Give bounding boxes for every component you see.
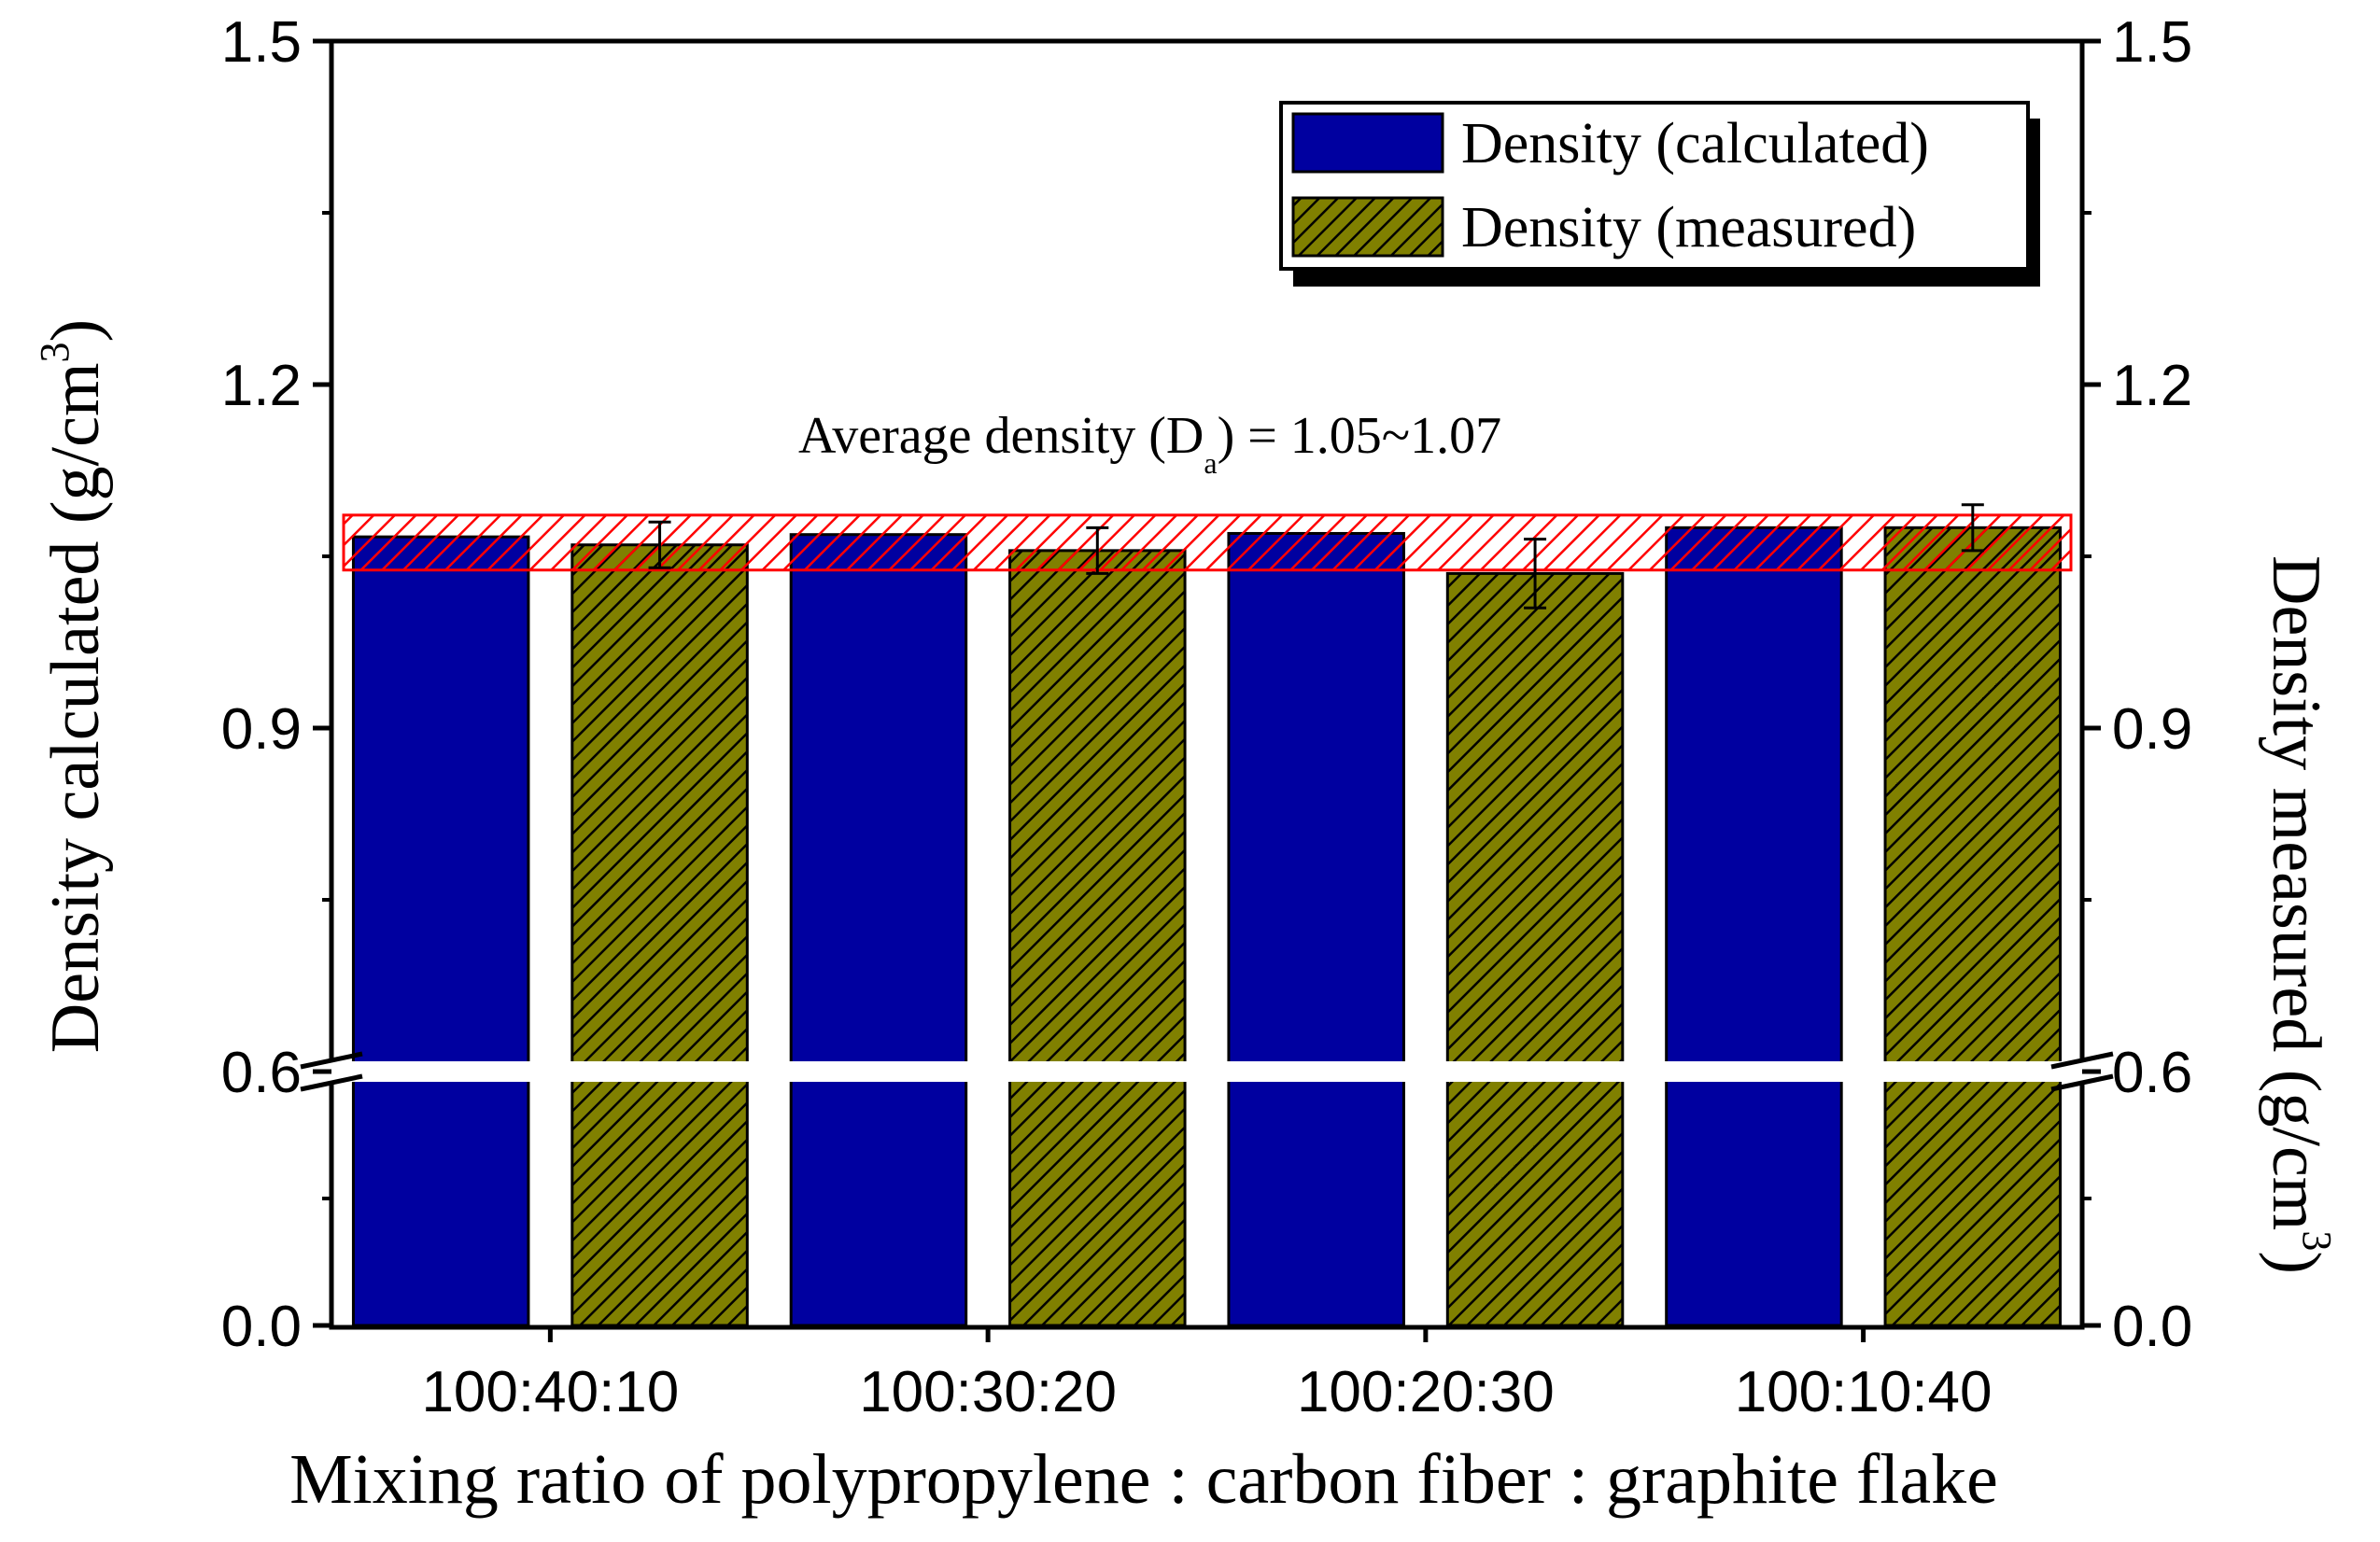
average-band-layer bbox=[342, 513, 2073, 572]
annotation-prefix: Average density (D bbox=[798, 407, 1204, 465]
legend-swatch-measured bbox=[1291, 196, 1444, 258]
x-tick-labels-layer: 100:40:10 100:30:20 100:20:30 100:10:40 bbox=[421, 1360, 1992, 1424]
tick-labels-layer: 0.0 0.0 0.6 0.6 0.9 0.9 1.2 1.2 1.5 1.5 bbox=[221, 10, 2192, 1359]
x-axis-label: Mixing ratio of polypropylene : carbon f… bbox=[289, 1440, 1998, 1519]
bar-calculated-2 bbox=[789, 533, 968, 1327]
annotation-subscript: a bbox=[1204, 446, 1217, 480]
axis-break-left-slash-1 bbox=[300, 1051, 363, 1070]
axis-break-right-slash-2 bbox=[2050, 1073, 2114, 1092]
ticks-layer bbox=[313, 38, 2101, 1342]
error-bars-layer bbox=[648, 503, 1984, 610]
y-axis-label-right-text: Density measured (g/cm bbox=[2258, 555, 2334, 1230]
y-axis-label-right-close: ) bbox=[2258, 1251, 2334, 1274]
legend-label-measured: Density (measured) bbox=[1461, 196, 1916, 259]
axis-break-right-slash-1 bbox=[2050, 1051, 2114, 1070]
x-tick-label-3: 100:20:30 bbox=[1297, 1360, 1555, 1424]
average-density-band bbox=[342, 513, 2073, 572]
y-tick-label-left-3: 1.2 bbox=[221, 354, 302, 418]
bar-calculated-4 bbox=[1665, 526, 1843, 1327]
bars-layer bbox=[351, 526, 2063, 1327]
x-tick-label-1: 100:40:10 bbox=[421, 1360, 679, 1424]
average-density-annotation: Average density (Da) = 1.05~1.07 bbox=[798, 407, 1501, 480]
y-tick-label-left-1: 0.6 bbox=[221, 1041, 302, 1105]
x-tick-label-4: 100:10:40 bbox=[1735, 1360, 1993, 1424]
y-tick-label-left-4: 1.5 bbox=[221, 10, 302, 75]
annotation-suffix: ) = 1.05~1.07 bbox=[1218, 407, 1502, 465]
y-axis-label-left-close: ) bbox=[37, 319, 114, 343]
axis-break-gap bbox=[308, 1061, 2105, 1082]
y-tick-label-right-3: 1.2 bbox=[2112, 354, 2192, 418]
bar-measured-1 bbox=[570, 543, 749, 1327]
y-tick-label-left-2: 0.9 bbox=[221, 697, 302, 762]
y-tick-label-right-0: 0.0 bbox=[2112, 1295, 2192, 1359]
y-tick-label-left-0: 0.0 bbox=[221, 1295, 302, 1359]
y-tick-label-right-1: 0.6 bbox=[2112, 1041, 2192, 1105]
bar-calculated-3 bbox=[1227, 531, 1405, 1327]
y-axis-label-left-superscript: 3 bbox=[32, 342, 77, 362]
legend-swatch-calculated bbox=[1291, 112, 1444, 174]
bar-measured-3 bbox=[1445, 571, 1625, 1327]
y-tick-label-right-4: 1.5 bbox=[2112, 10, 2192, 75]
plot-frame bbox=[329, 38, 2085, 1330]
axis-break bbox=[300, 1051, 2114, 1092]
x-tick-label-2: 100:30:20 bbox=[859, 1360, 1117, 1424]
bar-calculated-1 bbox=[351, 535, 530, 1327]
legend: Density (calculated) Density (measured) bbox=[1279, 101, 2040, 287]
y-tick-label-right-2: 0.9 bbox=[2112, 697, 2192, 762]
bar-measured-2 bbox=[1008, 549, 1187, 1327]
axis-break-left-slash-2 bbox=[300, 1073, 363, 1092]
y-axis-label-right: Density measured (g/cm3) bbox=[2258, 555, 2340, 1274]
y-axis-label-left: Density calculated (g/cm3) bbox=[32, 319, 114, 1053]
y-axis-label-right-superscript: 3 bbox=[2294, 1230, 2340, 1251]
bar-measured-4 bbox=[1883, 526, 2063, 1327]
y-axis-label-left-text: Density calculated (g/cm bbox=[37, 362, 114, 1053]
legend-label-calculated: Density (calculated) bbox=[1461, 112, 1929, 175]
